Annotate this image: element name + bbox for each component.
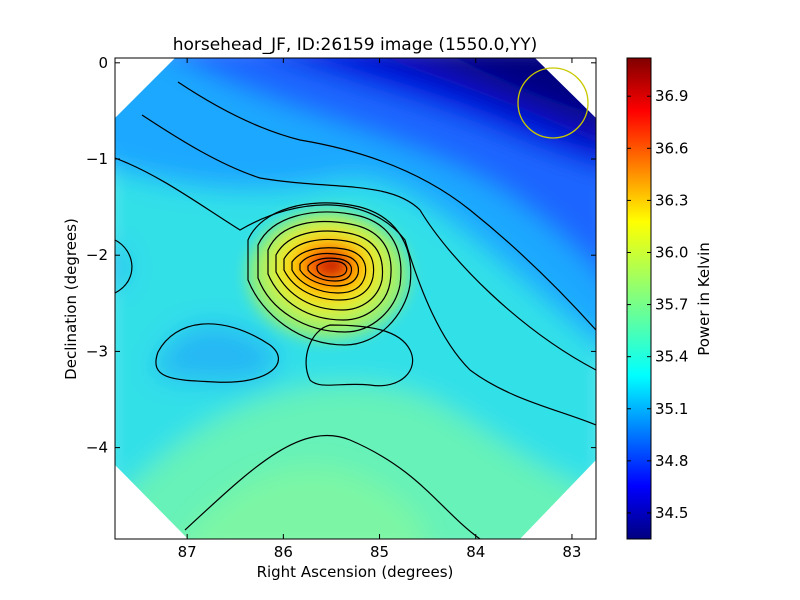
beam-marker: [517, 67, 589, 139]
x-axis-label: Right Ascension (degrees): [257, 563, 454, 581]
y-tick-label: −1: [86, 150, 108, 168]
y-tick-label: 0: [98, 54, 108, 72]
colorbar-tick-label: 36.9: [655, 87, 688, 105]
colorbar-tick-label: 36.3: [655, 191, 688, 209]
x-tick-label: 83: [562, 543, 581, 561]
colorbar-tick-label: 36.0: [655, 243, 688, 261]
plot-frame: [114, 57, 597, 540]
colorbar: 34.5 34.8 35.1 35.4 35.7 36.0 36.3 36.6 36.9 Pow…: [626, 57, 713, 540]
y-tick-label: −3: [86, 342, 108, 360]
x-tick-label: 86: [274, 543, 293, 561]
y-axis-label: Declination (degrees): [62, 218, 80, 380]
colorbar-gradient: [626, 57, 652, 540]
colorbar-tick-label: 35.4: [655, 348, 688, 366]
colorbar-ticks: 34.5 34.8 35.1 35.4 35.7 36.0 36.3 36.6 36.9: [627, 87, 688, 522]
y-tick-label: −2: [86, 246, 108, 264]
colorbar-tick-label: 35.7: [655, 296, 688, 314]
colorbar-tick-label: 34.8: [655, 452, 688, 470]
x-tick-label: 85: [370, 543, 389, 561]
x-tick-label: 87: [178, 543, 197, 561]
colorbar-label: Power in Kelvin: [695, 242, 713, 356]
x-axis: 87 86 85 84 83: [178, 58, 581, 561]
contour-lines: [115, 81, 596, 539]
colorbar-tick-label: 36.6: [655, 139, 688, 157]
heatmap-image: [115, 58, 596, 539]
colorbar-tick-label: 34.5: [655, 504, 688, 522]
y-tick-label: −4: [86, 439, 108, 457]
y-axis: 0 −1 −2 −3 −4: [86, 54, 596, 457]
chart-title: horsehead_JF, ID:26159 image (1550.0,YY): [173, 35, 538, 55]
plot-area: [114, 57, 597, 540]
x-tick-label: 84: [466, 543, 485, 561]
colorbar-tick-label: 35.1: [655, 400, 688, 418]
